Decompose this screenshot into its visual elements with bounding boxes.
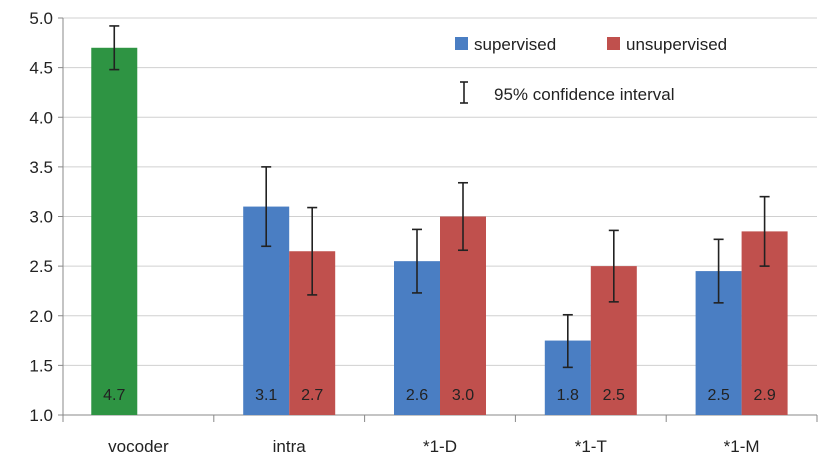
legend-swatch-unsupervised: [607, 37, 620, 50]
y-tick-label: 1.5: [29, 356, 53, 375]
y-tick-label: 2.5: [29, 257, 53, 276]
x-category-label: intra: [273, 437, 307, 456]
data-label: 3.1: [255, 387, 277, 404]
y-tick-label: 4.0: [29, 108, 53, 127]
data-label: 2.5: [707, 387, 729, 404]
data-label: 2.6: [406, 387, 428, 404]
y-tick-label: 5.0: [29, 9, 53, 28]
legend-label-ci: 95% confidence interval: [494, 85, 675, 104]
legend-label-unsupervised: unsupervised: [626, 35, 727, 54]
y-tick-label: 3.0: [29, 208, 53, 227]
data-labels: 4.7 3.1 2.7 2.6 3.0 1.8 2.5 2.5 2.9: [103, 387, 776, 404]
y-tick-label: 2.0: [29, 307, 53, 326]
x-category-label: *1-M: [724, 437, 760, 456]
legend: supervised unsupervised 95% confidence i…: [455, 35, 727, 104]
data-label: 4.7: [103, 387, 125, 404]
bars: [91, 47, 788, 416]
data-label: 1.8: [557, 387, 579, 404]
data-label: 2.7: [301, 387, 323, 404]
bar: [91, 47, 138, 416]
y-tick-label: 4.5: [29, 59, 53, 78]
x-category-label: vocoder: [108, 437, 169, 456]
y-tick-label: 1.0: [29, 406, 53, 425]
legend-swatch-supervised: [455, 37, 468, 50]
x-category-label: *1-T: [575, 437, 607, 456]
x-category-label: *1-D: [423, 437, 457, 456]
error-bars: [109, 25, 770, 369]
legend-ci-icon: [460, 81, 468, 104]
data-label: 3.0: [452, 387, 474, 404]
data-label: 2.5: [603, 387, 625, 404]
data-label: 2.9: [753, 387, 775, 404]
legend-label-supervised: supervised: [474, 35, 556, 54]
y-tick-label: 3.5: [29, 158, 53, 177]
